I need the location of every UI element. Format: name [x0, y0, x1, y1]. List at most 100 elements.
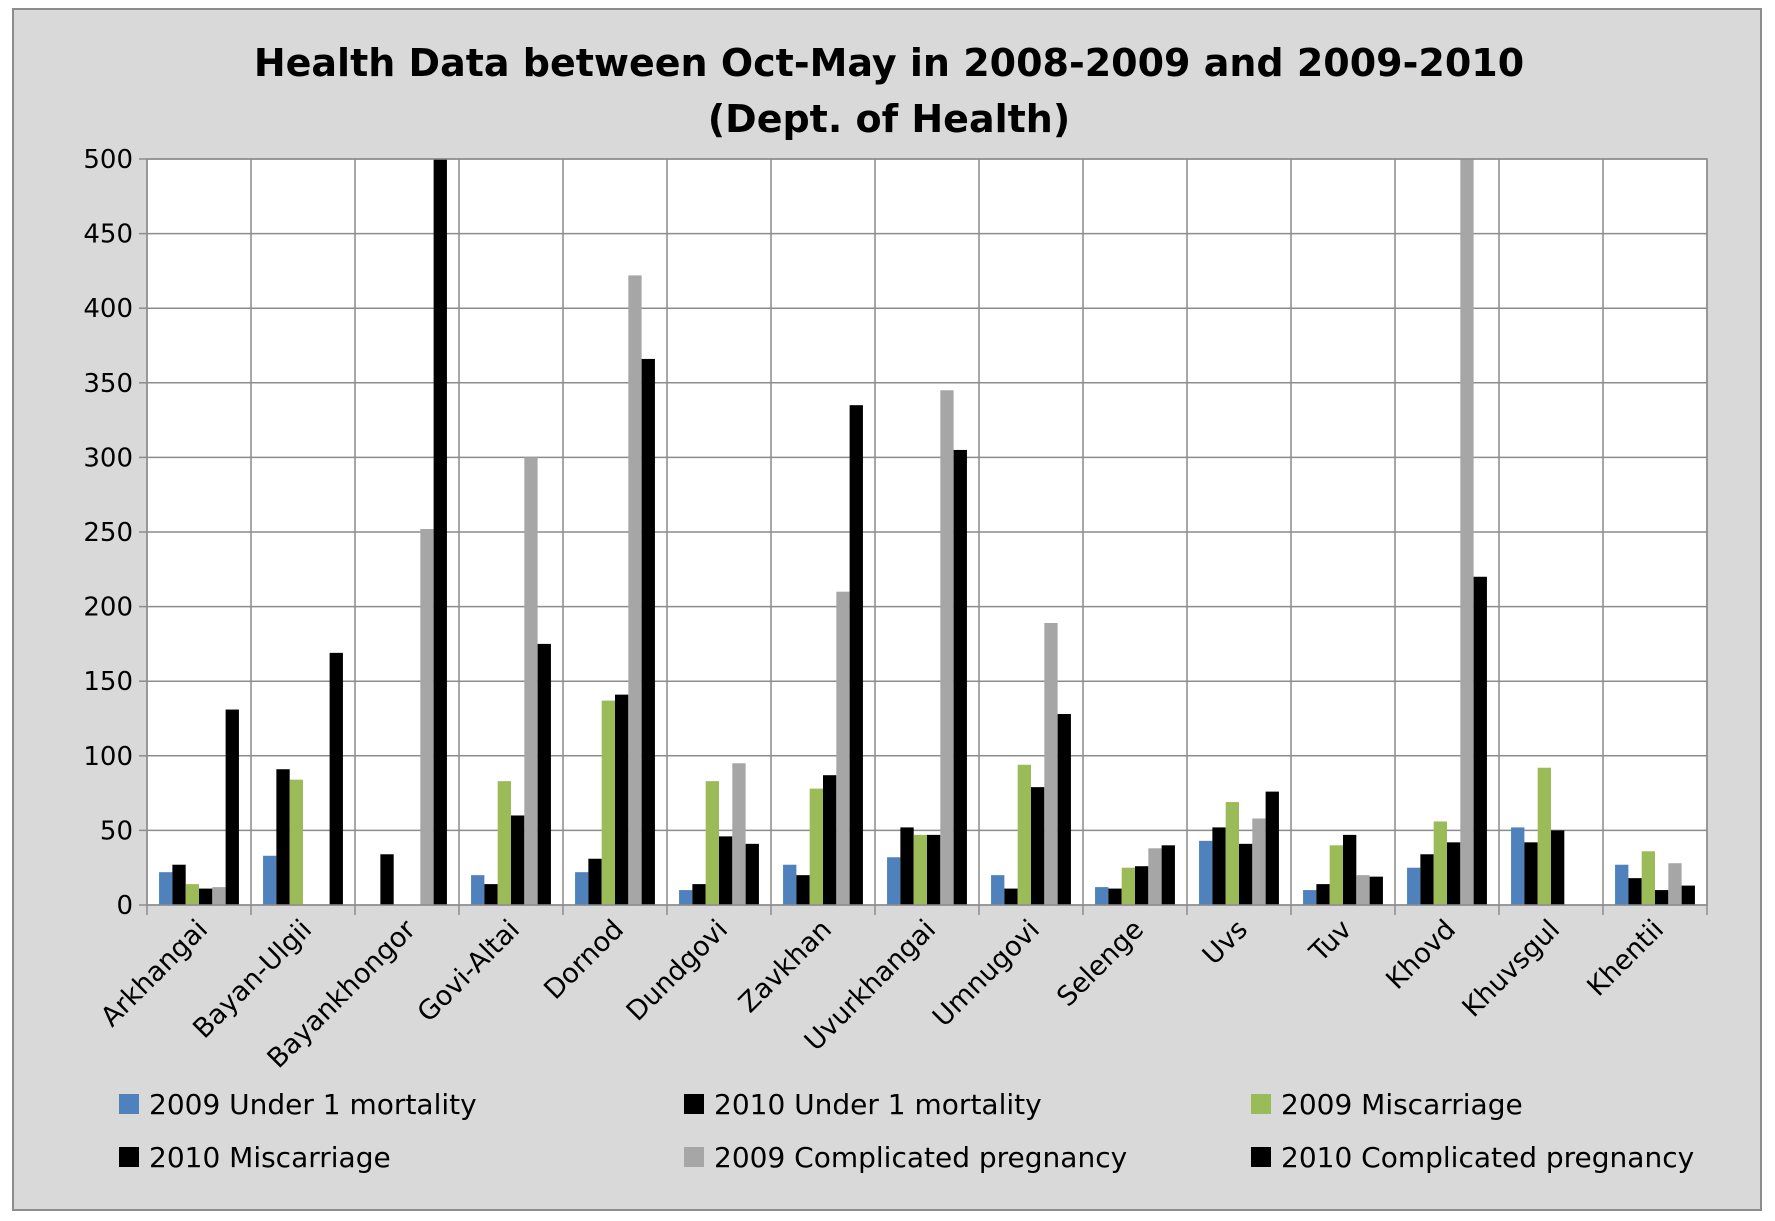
y-tick-label: 500	[83, 145, 133, 175]
bar	[497, 781, 511, 905]
bar	[575, 872, 589, 905]
bar	[380, 854, 394, 905]
bar	[1511, 827, 1525, 905]
bar	[511, 815, 525, 905]
bar	[1641, 851, 1655, 905]
bar	[588, 858, 602, 905]
bar	[484, 884, 498, 905]
chart-subtitle: (Dept. of Health)	[708, 97, 1070, 141]
bar	[745, 843, 759, 905]
bar	[1031, 787, 1045, 905]
y-tick-label: 200	[83, 593, 133, 623]
bar	[1135, 866, 1149, 905]
bar	[1420, 854, 1434, 905]
bar	[1212, 827, 1226, 905]
bar	[1017, 764, 1031, 905]
bar	[1057, 714, 1071, 905]
bar	[1199, 840, 1213, 905]
bar	[836, 591, 850, 905]
x-tick-label: Khentii	[1581, 914, 1669, 1002]
x-tick-label: Govi-Altai	[412, 914, 526, 1028]
bar	[199, 888, 213, 905]
bar	[1447, 842, 1461, 905]
bar	[289, 779, 303, 905]
bar	[433, 159, 447, 905]
bar	[1460, 159, 1474, 905]
bar	[1628, 878, 1642, 905]
bar	[1316, 884, 1330, 905]
legend-swatch	[119, 1094, 139, 1114]
x-tick-label: Khovd	[1380, 914, 1462, 996]
legend-label: 2009 Complicated pregnancy	[714, 1141, 1127, 1174]
bar	[471, 875, 485, 905]
chart-title: Health Data between Oct-May in 2008-2009…	[254, 41, 1524, 85]
bar	[1108, 888, 1122, 905]
bar	[705, 781, 719, 905]
plot-border	[146, 158, 1708, 906]
legend-label: 2010 Miscarriage	[149, 1141, 391, 1174]
y-tick-label: 100	[83, 742, 133, 772]
bar	[1681, 885, 1695, 905]
bar	[940, 390, 954, 905]
bar	[1537, 767, 1551, 905]
y-tick-label: 0	[116, 891, 133, 921]
legend-swatch	[119, 1147, 139, 1167]
bar	[679, 890, 693, 905]
y-tick-label: 50	[100, 816, 133, 846]
bar	[1668, 863, 1682, 905]
bar	[1121, 867, 1135, 905]
bar	[1615, 864, 1629, 905]
bar	[1044, 623, 1058, 905]
bars-layer	[159, 159, 1695, 906]
x-tick-label: Uvs	[1197, 914, 1254, 971]
bar	[809, 788, 823, 905]
bar	[225, 709, 239, 905]
x-tick-label: Dundgovi	[621, 914, 734, 1027]
bar	[641, 358, 655, 906]
x-tick-label: Khuvsgul	[1457, 914, 1566, 1023]
bar	[628, 275, 642, 906]
bar	[732, 763, 746, 905]
bar	[927, 834, 941, 905]
bar	[887, 857, 901, 905]
bar	[1265, 791, 1279, 905]
y-tick-label: 400	[83, 294, 133, 324]
y-tick-label: 150	[83, 667, 133, 697]
legend: 2009 Under 1 mortality 2010 Under 1 morta…	[119, 1088, 1694, 1174]
bar	[1433, 821, 1447, 905]
legend-swatch	[684, 1147, 704, 1167]
bar	[212, 887, 226, 905]
bar	[1161, 845, 1175, 905]
legend-swatch	[684, 1094, 704, 1114]
bar	[263, 855, 277, 905]
x-tick-label: Zavkhan	[733, 914, 838, 1019]
bar	[1329, 845, 1343, 905]
legend-label: 2009 Under 1 mortality	[149, 1088, 477, 1121]
bar	[1095, 887, 1109, 905]
bar	[900, 827, 914, 905]
bar	[991, 875, 1005, 905]
chart-frame: Health Data between Oct-May in 2008-2009…	[12, 8, 1762, 1211]
bar	[276, 769, 290, 905]
bar	[159, 872, 173, 905]
legend-swatch	[1251, 1147, 1271, 1167]
bar	[783, 864, 797, 905]
bar	[615, 694, 629, 905]
bar	[1369, 876, 1383, 905]
bar	[185, 884, 199, 905]
y-tick-label: 250	[83, 518, 133, 548]
legend-swatch	[1251, 1094, 1271, 1114]
bar	[719, 836, 733, 905]
bar	[1356, 875, 1370, 905]
y-tick-label: 300	[83, 443, 133, 473]
bar	[524, 457, 538, 905]
y-tick-label: 450	[83, 220, 133, 250]
x-tick-label: Tuv	[1303, 914, 1358, 969]
bar	[1343, 834, 1357, 905]
legend-label: 2010 Complicated pregnancy	[1281, 1141, 1694, 1174]
bar	[1551, 830, 1565, 905]
bar	[796, 875, 810, 905]
bar	[1303, 890, 1317, 905]
bar	[692, 884, 706, 905]
bar	[823, 775, 837, 905]
